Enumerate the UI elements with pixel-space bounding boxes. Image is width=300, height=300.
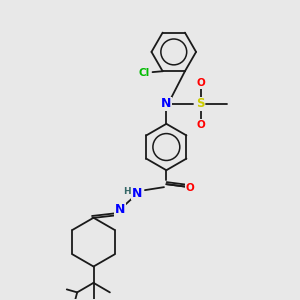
Text: O: O	[196, 78, 205, 88]
Text: N: N	[131, 187, 142, 200]
Text: O: O	[196, 120, 205, 130]
Text: H: H	[123, 188, 131, 196]
Text: N: N	[115, 203, 125, 216]
Text: Cl: Cl	[139, 68, 150, 78]
Text: N: N	[161, 98, 172, 110]
Text: S: S	[196, 98, 205, 110]
Text: O: O	[186, 183, 194, 193]
